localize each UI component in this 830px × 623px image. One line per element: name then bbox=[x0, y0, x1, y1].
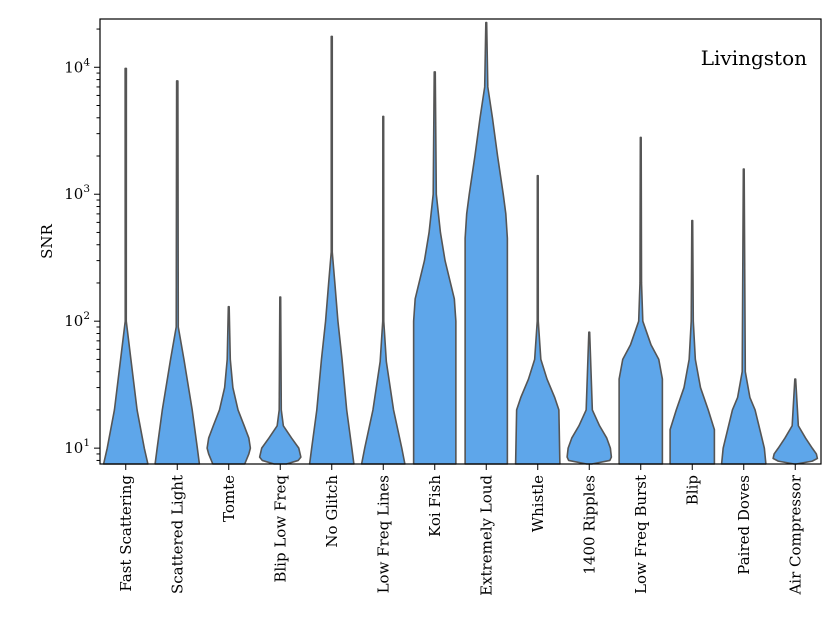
violin-series bbox=[102, 21, 819, 465]
x-tick-label: Koi Fish bbox=[426, 475, 444, 537]
violin-6 bbox=[412, 71, 457, 465]
x-tick-label: Fast Scattering bbox=[117, 475, 135, 592]
y-tick-label: 103 bbox=[64, 183, 90, 203]
violin-12 bbox=[720, 168, 767, 465]
x-tick-label: Low Freq Lines bbox=[374, 475, 392, 593]
x-tick-label: Blip bbox=[683, 475, 701, 505]
violin-1 bbox=[154, 80, 201, 465]
x-tick-label: Blip Low Freq bbox=[271, 475, 289, 583]
x-tick-label: Tomte bbox=[220, 475, 238, 522]
violin-10 bbox=[618, 136, 664, 465]
violin-0 bbox=[102, 67, 149, 465]
violin-7 bbox=[464, 21, 509, 465]
y-axis-ticks: 101 102 103 104 bbox=[64, 28, 100, 461]
x-tick-label: Air Compressor bbox=[786, 474, 804, 595]
x-tick-label: Paired Doves bbox=[735, 475, 753, 575]
violin-2 bbox=[206, 305, 252, 465]
violin-3 bbox=[258, 296, 302, 465]
violin-4 bbox=[308, 35, 355, 465]
violin-8 bbox=[514, 174, 561, 465]
y-tick-label: 102 bbox=[64, 310, 90, 330]
x-tick-label: No Glitch bbox=[323, 475, 341, 548]
y-tick-label: 104 bbox=[64, 56, 90, 76]
x-tick-label: Scattered Light bbox=[168, 475, 186, 594]
x-tick-label: 1400 Ripples bbox=[580, 475, 598, 575]
x-tick-label: Extremely Loud bbox=[477, 475, 495, 596]
x-tick-label: Low Freq Burst bbox=[632, 475, 650, 594]
y-tick-label: 101 bbox=[64, 437, 90, 457]
plot-frame bbox=[99, 18, 822, 465]
y-axis-label: SNR bbox=[38, 223, 56, 258]
violin-5 bbox=[360, 115, 406, 465]
x-axis-ticks: Fast Scattering Scattered Light Tomte Blip … bbox=[117, 464, 804, 596]
detector-label: Livingston bbox=[701, 46, 807, 70]
violin-13 bbox=[772, 378, 819, 465]
x-tick-label: Whistle bbox=[529, 475, 547, 532]
violin-9 bbox=[566, 331, 613, 465]
violin-11 bbox=[669, 219, 716, 465]
